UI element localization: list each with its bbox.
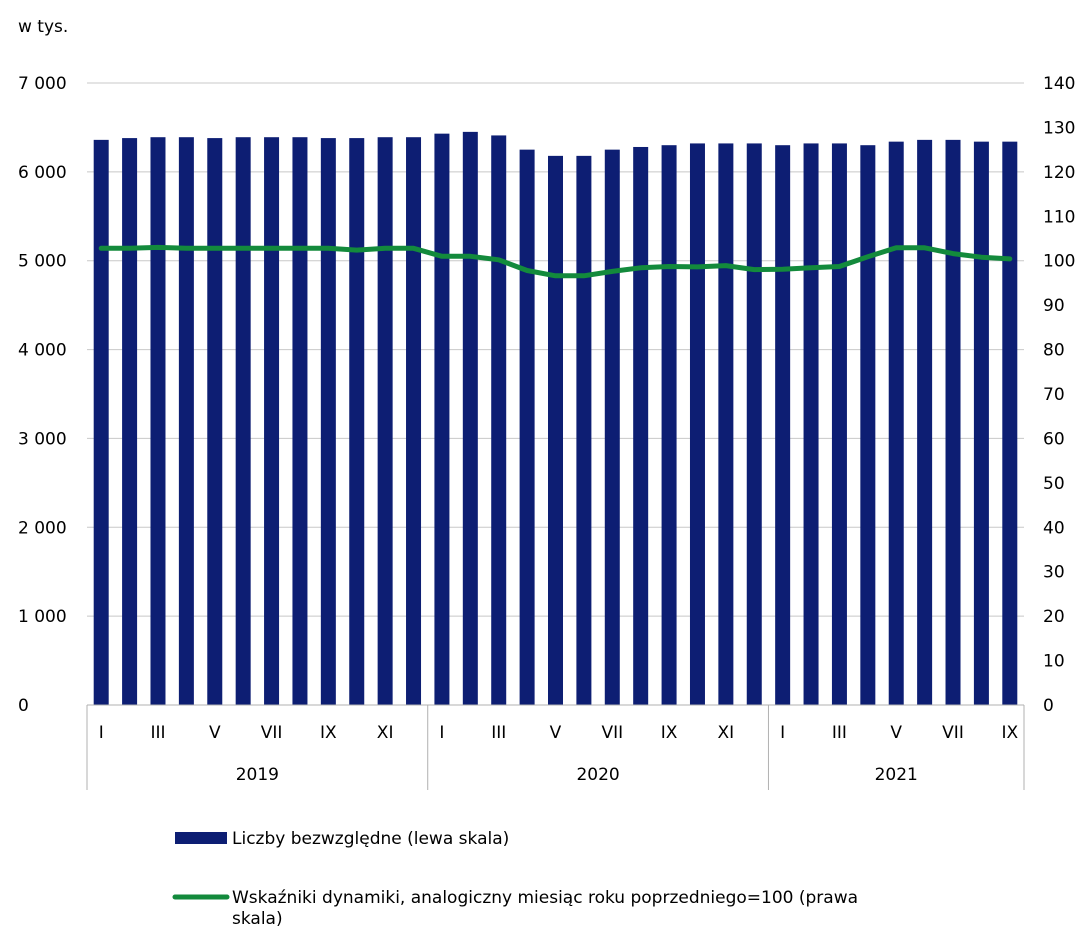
x-tick-label: I xyxy=(99,723,104,743)
x-tick-label: IX xyxy=(1001,723,1018,743)
right-tick-label: 50 xyxy=(1043,474,1065,494)
right-tick-label: 60 xyxy=(1043,429,1065,449)
year-label: 2019 xyxy=(236,765,279,785)
bar xyxy=(689,143,705,705)
bar xyxy=(860,145,876,705)
bar xyxy=(462,131,478,705)
left-tick-label: 5 000 xyxy=(18,252,67,272)
right-tick-label: 90 xyxy=(1043,296,1065,316)
bar xyxy=(576,155,592,705)
right-tick-label: 80 xyxy=(1043,341,1065,361)
bar xyxy=(93,139,109,705)
legend-line-label-1: Wskaźniki dynamiki, analogiczny miesiąc … xyxy=(232,888,858,908)
x-tick-label: III xyxy=(150,723,165,743)
bar xyxy=(320,138,336,705)
bar xyxy=(377,137,393,705)
bar xyxy=(803,143,819,705)
bar xyxy=(491,135,507,705)
left-tick-label: 7 000 xyxy=(18,74,67,94)
right-tick-label: 30 xyxy=(1043,563,1065,583)
right-tick-label: 10 xyxy=(1043,652,1065,672)
x-tick-label: V xyxy=(550,723,562,743)
legend-bar-marker xyxy=(175,832,227,844)
bar xyxy=(235,137,251,705)
x-tick-label: III xyxy=(832,723,847,743)
bar xyxy=(434,133,450,706)
bar xyxy=(746,143,762,705)
legend: Liczby bezwzględne (lewa skala) Wskaźnik… xyxy=(172,829,858,929)
x-tick-label: VII xyxy=(942,723,964,743)
bar xyxy=(207,138,223,705)
x-tick-label: V xyxy=(890,723,902,743)
bar xyxy=(178,137,194,705)
bar xyxy=(888,141,904,705)
legend-line-label-2: skala) xyxy=(232,909,283,929)
x-tick-label: I xyxy=(780,723,785,743)
x-tick-label: VII xyxy=(601,723,623,743)
left-tick-label: 3 000 xyxy=(18,429,67,449)
bar xyxy=(122,138,138,705)
line-series xyxy=(98,244,1013,279)
left-tick-label: 1 000 xyxy=(18,607,67,627)
left-tick-label: 0 xyxy=(18,696,29,716)
bar xyxy=(604,149,620,706)
bar xyxy=(406,137,422,705)
bar xyxy=(264,137,280,705)
right-axis: 0 10 20 30 40 50 60 70 80 90 100 110 120 130 140 xyxy=(1043,74,1075,716)
year-label: 2020 xyxy=(576,765,619,785)
left-axis: 0 1 000 2 000 3 000 4 000 5 000 6 000 7 000 xyxy=(18,74,67,716)
bar xyxy=(1002,141,1018,705)
right-tick-label: 110 xyxy=(1043,207,1075,227)
x-tick-label: XI xyxy=(718,723,735,743)
bar xyxy=(661,145,677,705)
bar xyxy=(349,138,365,705)
x-tick-label: III xyxy=(491,723,506,743)
x-tick-label: VII xyxy=(261,723,283,743)
right-tick-label: 130 xyxy=(1043,118,1075,138)
bar xyxy=(150,137,166,705)
bar xyxy=(831,143,847,705)
left-tick-label: 6 000 xyxy=(18,163,67,183)
year-label: 2021 xyxy=(875,765,918,785)
right-tick-label: 70 xyxy=(1043,385,1065,405)
right-tick-label: 40 xyxy=(1043,518,1065,538)
bar xyxy=(292,137,308,705)
bar xyxy=(973,141,989,705)
x-tick-label: I xyxy=(439,723,444,743)
unit-label: w tys. xyxy=(18,17,68,37)
bar-series xyxy=(93,131,1018,706)
right-tick-label: 100 xyxy=(1043,252,1075,272)
left-tick-label: 2 000 xyxy=(18,518,67,538)
bar xyxy=(775,145,791,705)
right-tick-label: 0 xyxy=(1043,696,1054,716)
legend-bar-label: Liczby bezwzględne (lewa skala) xyxy=(232,829,509,849)
bar xyxy=(945,139,961,705)
right-tick-label: 120 xyxy=(1043,163,1075,183)
bar xyxy=(633,146,649,705)
bar xyxy=(519,149,535,706)
x-tick-label: IX xyxy=(661,723,678,743)
bar xyxy=(548,155,563,705)
bar xyxy=(718,143,734,705)
bar xyxy=(917,139,933,705)
x-tick-label: XI xyxy=(377,723,394,743)
left-tick-label: 4 000 xyxy=(18,341,67,361)
right-tick-label: 140 xyxy=(1043,74,1075,94)
x-tick-label: IX xyxy=(320,723,337,743)
right-tick-label: 20 xyxy=(1043,607,1065,627)
x-tick-label: V xyxy=(209,723,221,743)
